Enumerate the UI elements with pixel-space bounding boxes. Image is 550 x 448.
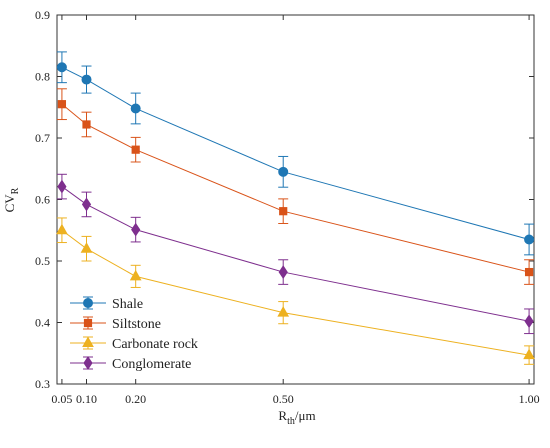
legend-label: Carbonate rock: [112, 337, 198, 352]
x-tick-label: 1.00: [519, 392, 540, 406]
legend-marker: [83, 318, 93, 328]
y-tick-label: 0.3: [35, 377, 50, 391]
y-tick-label: 0.6: [35, 193, 50, 207]
data-point: [129, 269, 142, 281]
x-tick-label: 0.10: [76, 392, 97, 406]
data-point: [131, 222, 141, 237]
y-tick-label: 0.8: [35, 70, 50, 84]
data-point: [524, 267, 534, 277]
data-point: [56, 62, 67, 73]
legend-label: Shale: [112, 297, 143, 312]
legend-label: Siltstone: [112, 317, 161, 332]
series-line: [61, 103, 530, 273]
data-point: [277, 306, 290, 317]
x-axis-label: Rth/μm: [278, 408, 315, 427]
legend: Shale Siltstone Carbonate rock Conglomerate: [70, 296, 198, 372]
y-tick-label: 0.7: [35, 131, 50, 145]
data-point: [82, 120, 91, 129]
data-point: [278, 265, 288, 279]
data-point: [278, 166, 289, 177]
data-point: [57, 100, 67, 109]
data-point: [80, 242, 93, 253]
y-tick-label: 0.5: [35, 254, 50, 268]
data-point: [279, 207, 288, 216]
data-point: [57, 179, 67, 194]
data-point: [56, 223, 68, 235]
series-conglomerate: [56, 173, 535, 335]
data-point: [524, 234, 535, 245]
data-point: [523, 348, 535, 360]
y-axis-label: CVR: [2, 187, 21, 212]
series-shale: [56, 51, 535, 256]
series-carbonate-rock: [56, 217, 535, 365]
legend-marker: [82, 336, 94, 347]
y-tick-label: 0.4: [35, 316, 50, 330]
legend-label: Conglomerate: [112, 357, 191, 372]
data-point: [131, 145, 140, 154]
data-point: [81, 74, 92, 85]
data-point: [524, 314, 534, 329]
y-tick-label: 0.9: [35, 8, 50, 22]
x-tick-label: 0.50: [273, 392, 294, 406]
x-tick-label: 0.20: [125, 392, 146, 406]
series-siltstone: [56, 88, 535, 285]
legend-marker: [83, 298, 93, 308]
x-tick-label: 0.05: [51, 392, 72, 406]
data-point: [81, 197, 92, 212]
legend-marker: [83, 356, 93, 370]
data-point: [130, 103, 141, 114]
